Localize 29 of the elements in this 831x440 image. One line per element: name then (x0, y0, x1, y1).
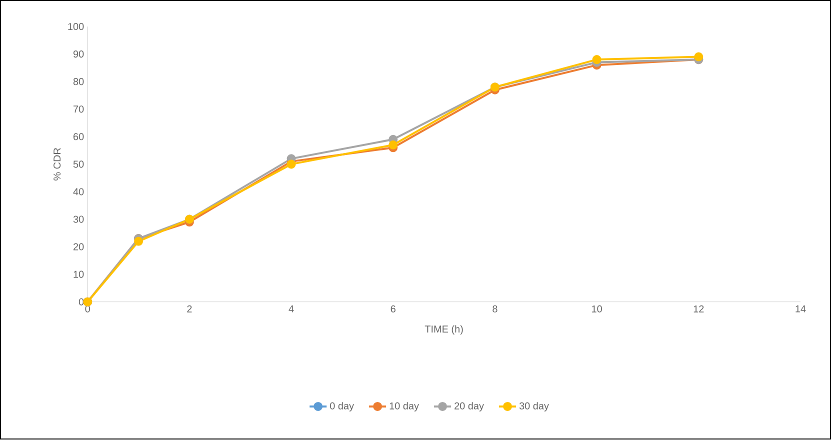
x-axis-title: TIME (h) (424, 326, 463, 335)
y-tick-label: 30 (73, 216, 84, 224)
x-tick-label: 4 (288, 306, 294, 312)
x-tick-label: 12 (694, 306, 704, 313)
legend-label: 0 day (330, 402, 354, 412)
y-tick-label: 60 (73, 133, 84, 140)
y-tick-label: 20 (73, 243, 84, 251)
y-tick-label: 10 (74, 271, 84, 278)
x-tick-label: 14 (796, 306, 806, 312)
y-tick-label: 50 (73, 160, 84, 168)
point (286, 160, 296, 169)
point (134, 237, 144, 246)
legend-label: 20 day (454, 402, 484, 412)
legend-label: 10 day (390, 402, 419, 412)
x-tick-label: 2 (187, 306, 192, 313)
y-tick-label: 0 (78, 298, 84, 306)
y-tick-label: 80 (73, 78, 84, 86)
y-tick-label: 40 (73, 188, 84, 196)
y-tick-label: 70 (74, 106, 84, 113)
point (592, 55, 602, 64)
x-tick-label: 6 (390, 306, 396, 313)
y-tick-label: 90 (73, 50, 84, 58)
y-axis-title: % CDR (54, 148, 61, 181)
x-tick-label: 10 (592, 306, 602, 313)
y-tick-label: 100 (68, 23, 84, 30)
point (694, 52, 704, 62)
point (388, 140, 398, 150)
legend-label: 30 day (519, 402, 549, 412)
x-tick-label: 8 (492, 306, 498, 313)
